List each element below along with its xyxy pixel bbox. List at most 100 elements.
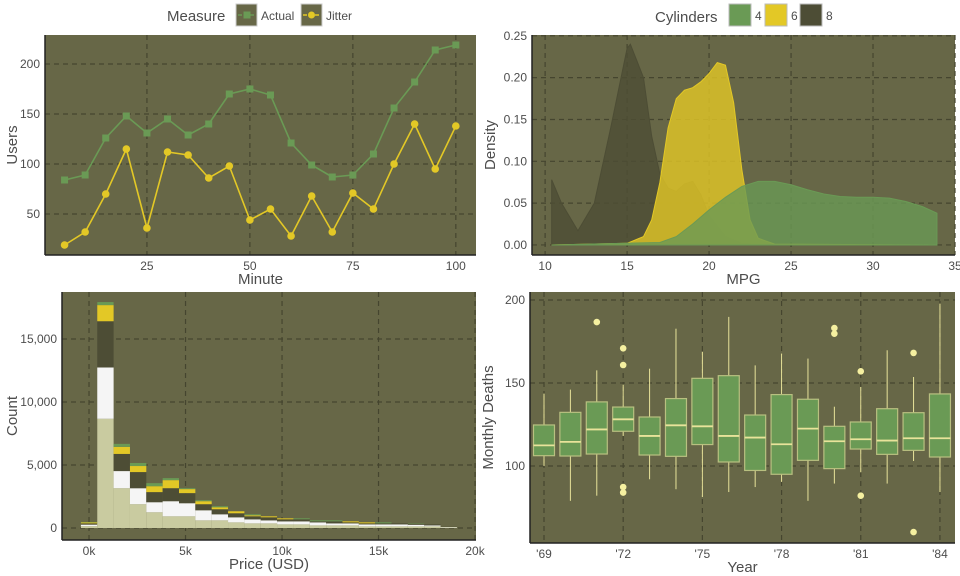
histogram-bar-segment — [113, 446, 130, 454]
box-1981 — [849, 368, 872, 499]
data-point — [143, 129, 151, 137]
y-tick-label: 0.20 — [504, 71, 528, 85]
box-iqr — [559, 411, 582, 457]
box-1976 — [717, 316, 740, 493]
box-iqr — [717, 375, 740, 463]
y-tick-label: 0.15 — [504, 112, 528, 126]
histogram-bar-segment — [358, 523, 376, 525]
y-tick-label: 200 — [20, 57, 40, 71]
histogram-bar-segment — [309, 522, 327, 526]
outlier-point — [857, 368, 865, 375]
histogram-bar-segment — [211, 506, 229, 508]
data-point — [60, 241, 69, 249]
box-iqr — [849, 421, 872, 450]
data-point — [81, 171, 89, 179]
y-tick-label: 0.05 — [504, 196, 528, 210]
box-iqr — [585, 401, 608, 455]
data-point — [411, 78, 419, 86]
data-point — [452, 122, 460, 130]
histogram-bar-segment — [113, 453, 130, 472]
data-point — [205, 120, 213, 128]
legend-circle-icon — [308, 11, 315, 19]
histogram-bar-segment — [113, 471, 130, 489]
x-tick-label: 30 — [866, 259, 880, 273]
legend-key-8 — [799, 3, 823, 27]
y-tick-label: 200 — [505, 293, 525, 307]
y-tick-label: 0.10 — [504, 154, 528, 168]
box-1982 — [876, 350, 899, 484]
histogram-bar-segment — [129, 466, 147, 473]
box-iqr — [823, 425, 846, 470]
data-point — [349, 171, 357, 179]
data-point — [307, 192, 316, 200]
data-point — [431, 165, 440, 173]
legend-measure: Measure Actual Jitter — [167, 3, 352, 27]
y-axis-title: Density — [482, 119, 499, 170]
data-point — [163, 148, 172, 156]
box-1983 — [902, 349, 925, 536]
histogram-bar-segment — [244, 519, 261, 524]
histogram-bar-segment — [129, 472, 147, 489]
data-point — [122, 112, 130, 120]
x-tick-label: 35 — [948, 259, 960, 273]
data-point — [328, 228, 337, 236]
histogram-bar-segment — [195, 504, 212, 511]
x-tick-label: '75 — [695, 547, 711, 561]
x-tick-label: 0k — [83, 544, 97, 558]
data-point — [287, 139, 295, 147]
box-iqr — [532, 424, 556, 457]
histogram-bar-segment — [424, 525, 441, 527]
histogram-bar-segment — [179, 493, 196, 504]
x-tick-label: '72 — [615, 547, 631, 561]
histogram-bar-segment — [293, 521, 310, 525]
y-tick-label: 100 — [20, 157, 40, 171]
histogram-bar-segment — [113, 488, 130, 529]
histogram-bar-segment — [162, 478, 180, 481]
histogram-bar-segment — [97, 321, 114, 368]
density-area-4-cyl — [551, 180, 938, 246]
histogram-bar-segment — [179, 489, 196, 494]
plot-panel — [45, 35, 476, 255]
histogram-bar-segment — [162, 516, 180, 529]
x-axis-title: Price (USD) — [229, 556, 309, 573]
histogram-bar-segment — [277, 519, 294, 522]
histogram-bar-segment — [244, 516, 261, 520]
histogram-bar-segment — [228, 517, 245, 523]
histogram-bar-segment — [260, 517, 278, 521]
y-tick-label: 10,000 — [20, 395, 57, 409]
data-point — [61, 176, 69, 184]
histogram-bar-segment — [293, 524, 310, 529]
data-point — [122, 145, 131, 153]
legend-label: Actual — [261, 9, 294, 23]
data-point — [266, 91, 274, 99]
data-point — [390, 160, 398, 168]
data-point — [287, 232, 295, 240]
y-tick-label: 15,000 — [20, 332, 57, 346]
y-tick-label: 0 — [50, 521, 57, 535]
histogram-bar-segment — [244, 514, 261, 516]
box-1979 — [796, 358, 820, 501]
outlier-point — [593, 318, 601, 326]
histogram-bar-segment — [211, 514, 229, 521]
data-point — [246, 85, 254, 93]
histogram-bar-segment — [407, 524, 425, 527]
series-line-jitter — [64, 122, 457, 246]
histogram-bar-segment — [440, 527, 457, 529]
box-iqr — [796, 398, 820, 461]
histogram-bar-segment — [407, 523, 425, 525]
x-tick-label: 75 — [346, 259, 360, 273]
histogram-bar-segment — [80, 522, 98, 524]
histogram-bar-segment — [260, 523, 278, 529]
box-iqr — [876, 408, 899, 455]
histogram-bar-segment — [195, 520, 212, 529]
histogram-bar-segment — [146, 486, 163, 493]
y-tick-label: 5,000 — [27, 458, 57, 472]
histogram-bar-segment — [80, 524, 98, 527]
histogram-bar-segment — [113, 443, 130, 447]
histogram-bar-segment — [195, 501, 212, 505]
histogram-bar-segment — [309, 521, 327, 523]
histogram-bar-segment — [162, 480, 180, 489]
x-tick-label: '84 — [932, 547, 948, 561]
box-iqr — [744, 414, 767, 472]
